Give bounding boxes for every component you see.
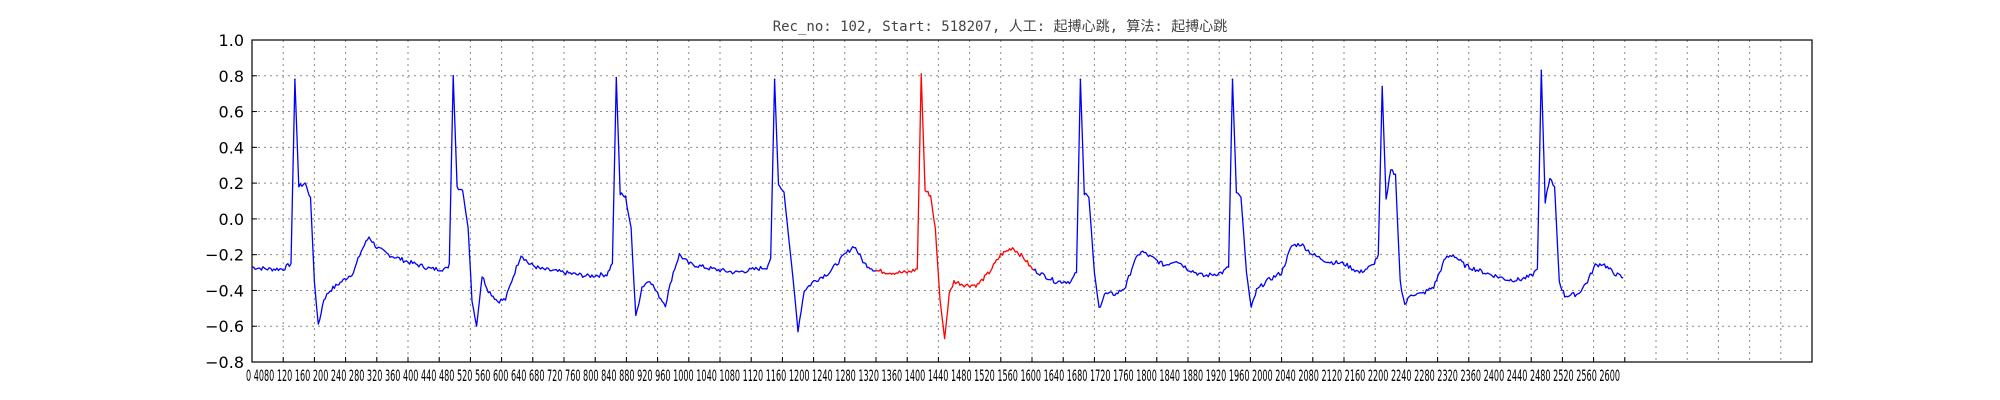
y-tick-label: 0.6	[219, 103, 244, 122]
chart-title: Rec_no: 102, Start: 518207, 人工: 起搏心跳, 算法…	[773, 18, 1228, 35]
y-axis: 1.0 0.8 0.6 0.4 0.2 0.0 −0.2 −0.4 −0.6 −0.8	[205, 31, 257, 372]
beat-peak-point	[920, 73, 923, 75]
beat-peak-point	[773, 78, 776, 81]
series-lines	[251, 69, 1624, 340]
y-tick-label: 0.8	[219, 67, 244, 86]
y-tick-label: 0.2	[219, 174, 244, 193]
x-axis: 0 4080 120 160 200 240 280 320 360 400 4…	[246, 357, 1626, 385]
y-tick-label: −0.8	[205, 353, 244, 372]
x-tick-labels: 0 4080 120 160 200 240 280 320 360 400 4…	[246, 366, 1620, 385]
beat-peak-point	[294, 78, 296, 81]
beat-peak-point	[615, 76, 618, 79]
y-tick-label: −0.4	[205, 281, 244, 300]
y-tick-label: 1.0	[219, 31, 244, 50]
y-tick-label: −0.6	[205, 317, 244, 336]
beat-peak-point	[1231, 78, 1234, 81]
grid-lines	[252, 40, 1812, 362]
beat-peak-point	[452, 74, 455, 77]
beat-peak-point	[1079, 78, 1082, 81]
beat-peak-point	[1540, 69, 1543, 72]
y-tick-label: 0.4	[219, 138, 244, 157]
y-tick-label: −0.2	[205, 246, 244, 265]
ecg-series-line	[1033, 69, 1624, 309]
beat-peak-point	[1381, 85, 1384, 88]
highlight-series-line	[876, 73, 1035, 340]
y-tick-label: 0.0	[219, 210, 244, 229]
ecg-series-line	[251, 75, 877, 333]
